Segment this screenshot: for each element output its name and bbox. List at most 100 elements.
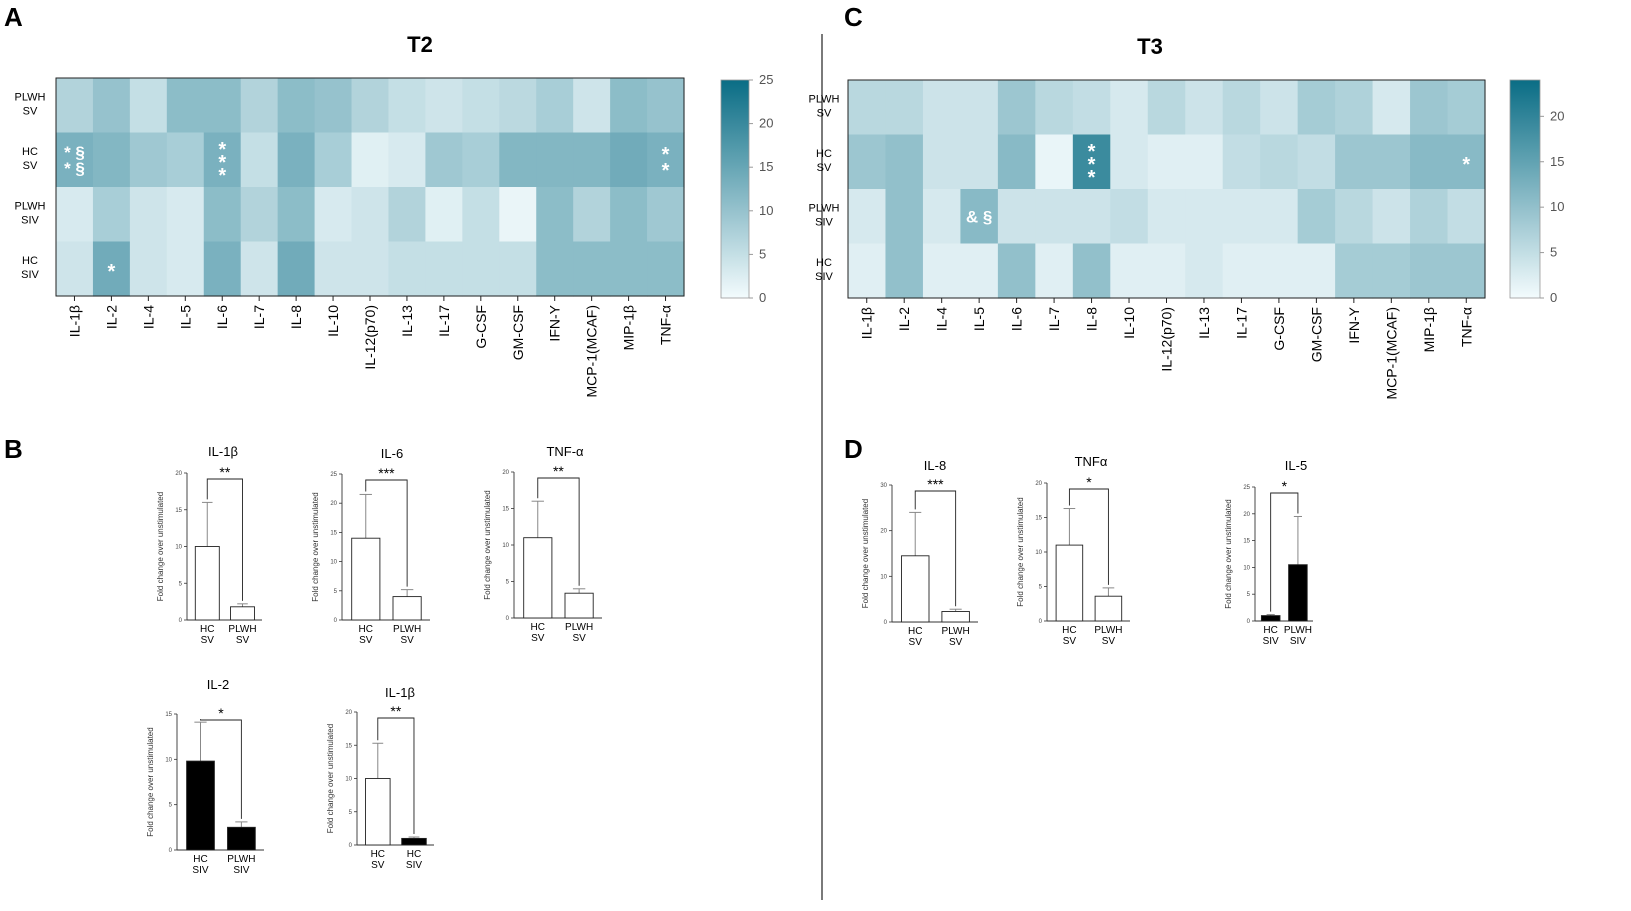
heatmap-cell [610,241,648,297]
row-label: SV [817,107,832,119]
significance-mark: * [218,152,226,174]
y-tick-label: 10 [345,777,352,783]
bar [194,546,220,621]
category-label: SV [400,635,414,646]
heatmap-cell [1072,243,1111,299]
heatmap-cell [277,78,316,134]
bar [401,837,427,846]
heatmap-title: T3 [1137,34,1163,59]
y-tick-label: 5 [334,589,338,595]
category-label: SV [236,635,250,646]
category-label: SV [1063,636,1077,647]
colorbar-tick-label: 5 [759,246,766,261]
row-label: PLWH [15,200,46,212]
row-label: SIV [21,269,39,281]
heatmap-cell [848,80,887,136]
bar-chart-title: TNFα [1075,454,1108,469]
significance-label: ** [553,463,564,479]
column-label: TNF-α [1458,307,1474,347]
significance-label: *** [378,465,395,481]
heatmap-cell [848,134,887,190]
bar [186,760,215,851]
category-label: HC [1062,625,1076,636]
y-tick-label: 15 [165,712,172,718]
heatmap-cell [277,132,316,188]
row-label: SIV [21,214,39,226]
column-label: IL-1β [66,305,82,337]
heatmap-cell [960,243,999,299]
category-label: SIV [1290,636,1306,647]
heatmap-cell [240,241,279,297]
bar [941,611,970,623]
heatmap-cell [573,187,611,243]
colorbar-tick-label: 20 [1550,108,1564,123]
heatmap-cell [610,132,648,188]
heatmap-title: T2 [407,32,433,57]
y-tick-label: 20 [175,471,182,477]
heatmap-cell [1260,243,1299,299]
y-tick-label: 5 [179,581,183,587]
heatmap-cell [848,189,887,245]
significance-bracket [200,719,242,819]
bar [523,537,553,619]
heatmap-cell [1185,189,1224,245]
column-label: IL-2 [103,305,119,329]
category-label: SV [949,637,963,648]
category-label: SV [371,860,385,871]
column-label: IL-5 [971,307,987,331]
heatmap-cell [997,243,1036,299]
panel-letter-b: B [4,434,23,464]
column-label: IFN-Y [547,304,563,341]
y-tick-label: 20 [330,501,337,507]
row-label: PLWH [809,93,840,105]
column-label: MCP-1(MCAF) [1383,307,1399,400]
y-tick-label: 15 [175,508,182,514]
category-label: SV [1102,636,1116,647]
bar-chart-title: IL-8 [924,458,946,473]
heatmap-cell [647,78,685,134]
heatmap-cell [1447,189,1486,245]
heatmap-cell [960,189,999,245]
category-label: SIV [406,860,422,871]
y-tick-label: 10 [175,545,182,551]
colorbar [720,79,750,299]
heatmap-cell [1072,134,1111,190]
y-tick-label: 0 [349,843,353,849]
significance-mark: * [218,165,226,187]
row-label: HC [816,148,832,160]
heatmap-cell [166,241,205,297]
y-axis-label: Fold change over unstimulated [326,724,335,833]
y-axis-label: Fold change over unstimulated [1016,497,1025,606]
heatmap-cell [1222,80,1261,136]
y-tick-label: 0 [1247,619,1251,625]
heatmap-cell [388,78,427,134]
heatmap-cell [314,78,353,134]
heatmap-cell [129,132,168,188]
heatmap-cell [499,132,537,188]
heatmap-cell [1222,134,1261,190]
heatmap-cell [351,241,390,297]
y-tick-label: 15 [330,530,337,536]
significance-label: * [218,705,224,721]
significance-mark: * [218,139,226,161]
heatmap-cell [573,132,611,188]
column-label: IL-4 [140,305,156,329]
y-tick-label: 30 [880,483,887,489]
heatmap-cell [240,187,279,243]
heatmap-cell [314,187,353,243]
column-label: IL-7 [1046,307,1062,331]
y-tick-label: 15 [345,743,352,749]
y-axis-label: Fold change over unstimulated [861,499,870,608]
heatmap-cell [922,189,962,245]
heatmap-cell [997,134,1036,190]
heatmap-cell [1297,243,1336,299]
significance-mark: * § [64,159,85,178]
y-tick-label: 0 [169,848,173,854]
heatmap-cell [388,132,427,188]
bar [365,778,391,846]
category-label: PLWH [228,624,256,635]
y-axis-label: Fold change over unstimulated [156,492,165,601]
heatmap-cell [277,241,316,297]
heatmap-cell [1110,243,1149,299]
significance-bracket [1068,488,1109,585]
